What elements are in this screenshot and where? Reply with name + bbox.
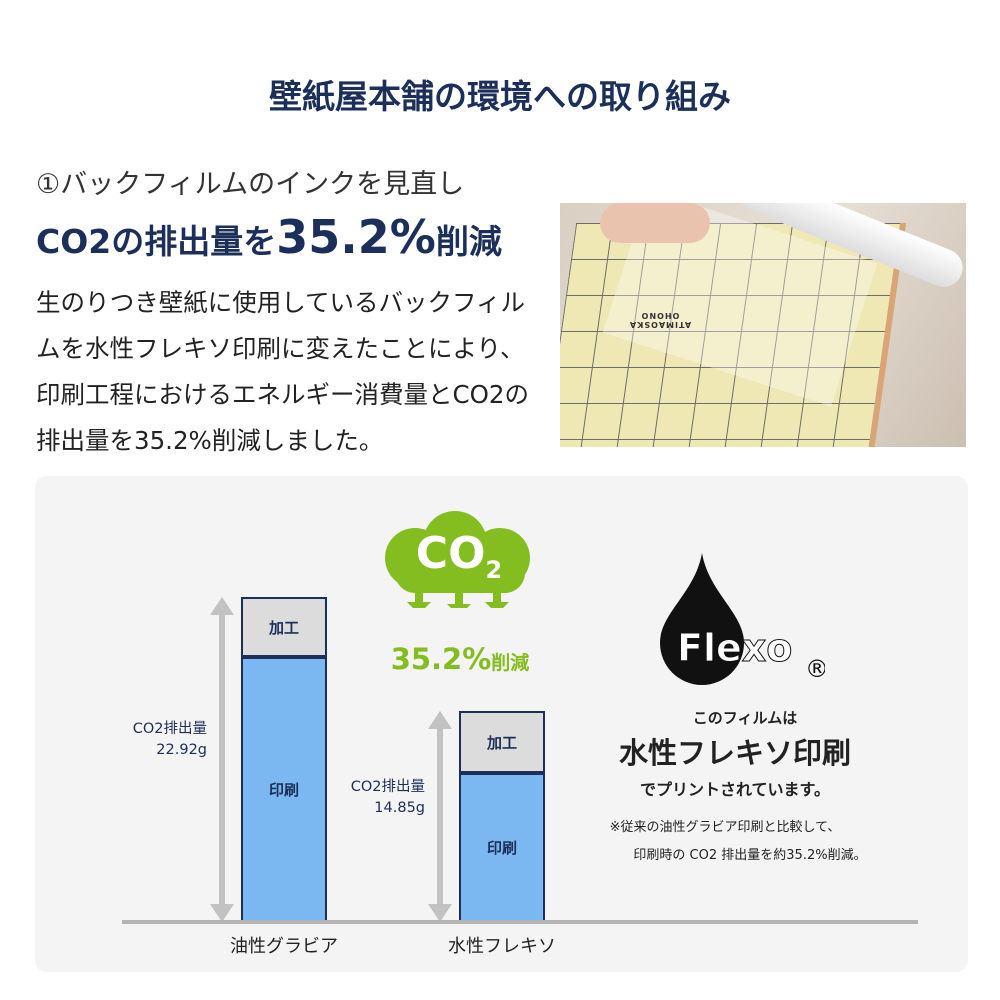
co2-subscript: 2	[485, 555, 503, 584]
total-label-title: CO2排出量	[350, 778, 425, 795]
flexo-line3: でプリントされています。	[640, 780, 830, 799]
headline-pre: CO2の排出量を	[36, 222, 277, 261]
total-label: CO2排出量 14.85g	[305, 777, 425, 819]
product-photo: ATIMAOSKA OHONO	[560, 203, 966, 447]
reduction-label: 削減	[491, 652, 530, 674]
headline-post: 削減	[435, 222, 502, 261]
bar-segment-print: 印刷	[459, 773, 545, 922]
bar-segment-process: 加工	[241, 597, 327, 657]
flexo-line1-text: このフィルムは	[692, 709, 798, 727]
bar-segment-process: 加工	[459, 711, 545, 774]
total-arrow	[210, 596, 234, 922]
cloud-icon	[385, 511, 530, 608]
film-printed-text: ATIMAOSKA OHONO	[628, 311, 692, 329]
flexo-logo-text: Flexo	[677, 626, 792, 670]
page-title: 壁紙屋本舗の環境への取り組み	[269, 77, 731, 116]
co2-label: CO2	[375, 528, 543, 584]
total-label-value: 22.92g	[156, 742, 207, 759]
chart-baseline	[122, 920, 918, 924]
section-subtitle: ①バックフィルムのインクを見直し	[36, 169, 465, 200]
headline-value: 35.2%	[276, 210, 436, 264]
co2-text: CO	[415, 528, 486, 579]
flexo-line1: このフィルムは	[0, 707, 1000, 728]
reduction-badge: 35.2%削減	[375, 642, 545, 676]
flexo-drop-logo: Flexo ®	[660, 553, 825, 685]
category-label: 水性フレキソ	[448, 936, 556, 957]
category-label: 油性グラビア	[230, 936, 338, 957]
registered-mark: ®	[805, 655, 825, 683]
total-label-value: 14.85g	[374, 799, 425, 816]
flexo-note2: 印刷時の CO2 排出量を約35.2%削減。	[633, 848, 867, 863]
flexo-line2: 水性フレキソ印刷	[618, 736, 851, 770]
reduction-value: 35.2%	[390, 642, 492, 676]
body-text: 生のりつき壁紙に使用しているバックフィルムを水性フレキソ印刷に変えたことにより、…	[36, 288, 529, 455]
total-label-title: CO2排出量	[132, 721, 207, 738]
total-arrow	[428, 711, 452, 922]
total-label: CO2排出量 22.92g	[87, 719, 207, 761]
headline: CO2の排出量を35.2%削減	[36, 210, 502, 264]
flexo-note1: ※従来の油性グラビア印刷と比較して、	[609, 820, 841, 835]
hand	[600, 203, 710, 243]
bar-segment-print: 印刷	[241, 656, 327, 922]
